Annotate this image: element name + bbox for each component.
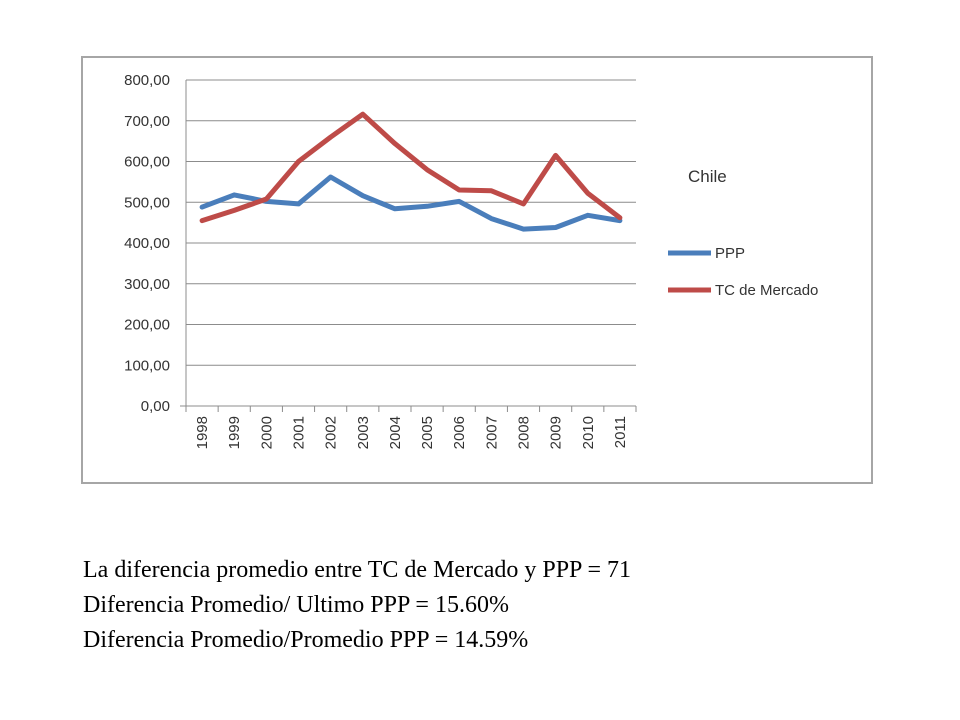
y-tick-label: 600,00 [124, 154, 170, 171]
legend-label: PPP [715, 245, 745, 262]
note-average-difference: La diferencia promedio entre TC de Merca… [83, 557, 632, 583]
x-tick-label: 2004 [387, 416, 404, 449]
chart-title: Chile [688, 167, 727, 186]
x-tick-label: 2006 [451, 416, 468, 449]
x-tick-label: 1999 [226, 416, 243, 449]
note-diff-last-ppp: Diferencia Promedio/ Ultimo PPP = 15.60% [83, 592, 509, 618]
y-tick-label: 0,00 [141, 398, 170, 415]
note-diff-average-ppp: Diferencia Promedio/Promedio PPP = 14.59… [83, 627, 529, 653]
x-tick-labels: 1998 1999 2000 2001 2002 2003 2004 2005 2006 2007… [194, 416, 629, 449]
legend-label: TC de Mercado [715, 282, 818, 299]
y-tick-label: 800,00 [124, 72, 170, 89]
x-tick-label: 1998 [194, 416, 211, 449]
y-tick-labels: 0,00 100,00 200,00 300,00 400,00 500,00 600,00… [124, 72, 170, 415]
y-tick-label: 700,00 [124, 113, 170, 130]
y-tick-label: 200,00 [124, 317, 170, 334]
x-tick-label: 2009 [548, 416, 565, 449]
series-line-tc-de-mercado [199, 111, 623, 224]
y-tick-label: 500,00 [124, 194, 170, 211]
line-chart: 0,00 100,00 200,00 300,00 400,00 500,00 600,00… [124, 72, 818, 449]
x-tick-label: 2005 [419, 416, 436, 449]
x-tick-label: 2003 [355, 416, 372, 449]
x-tick-label: 2002 [323, 416, 340, 449]
axes [180, 80, 637, 412]
x-tick-label: 2010 [580, 416, 597, 449]
chart-area: 0,00 100,00 200,00 300,00 400,00 500,00 600,00… [81, 56, 873, 484]
x-tick-label: 2001 [291, 416, 308, 449]
x-tick-label: 2008 [516, 416, 533, 449]
series-lines [199, 111, 623, 232]
y-tick-label: 300,00 [124, 276, 170, 293]
x-tick-label: 2011 [612, 416, 629, 448]
x-tick-label: 2000 [258, 416, 275, 449]
y-tick-label: 100,00 [124, 357, 170, 374]
series-line-ppp [199, 174, 623, 232]
x-tick-label: 2007 [483, 416, 500, 449]
notes: La diferencia promedio entre TC de Merca… [83, 553, 631, 658]
legend: PPP TC de Mercado [668, 245, 818, 299]
y-tick-label: 400,00 [124, 235, 170, 252]
